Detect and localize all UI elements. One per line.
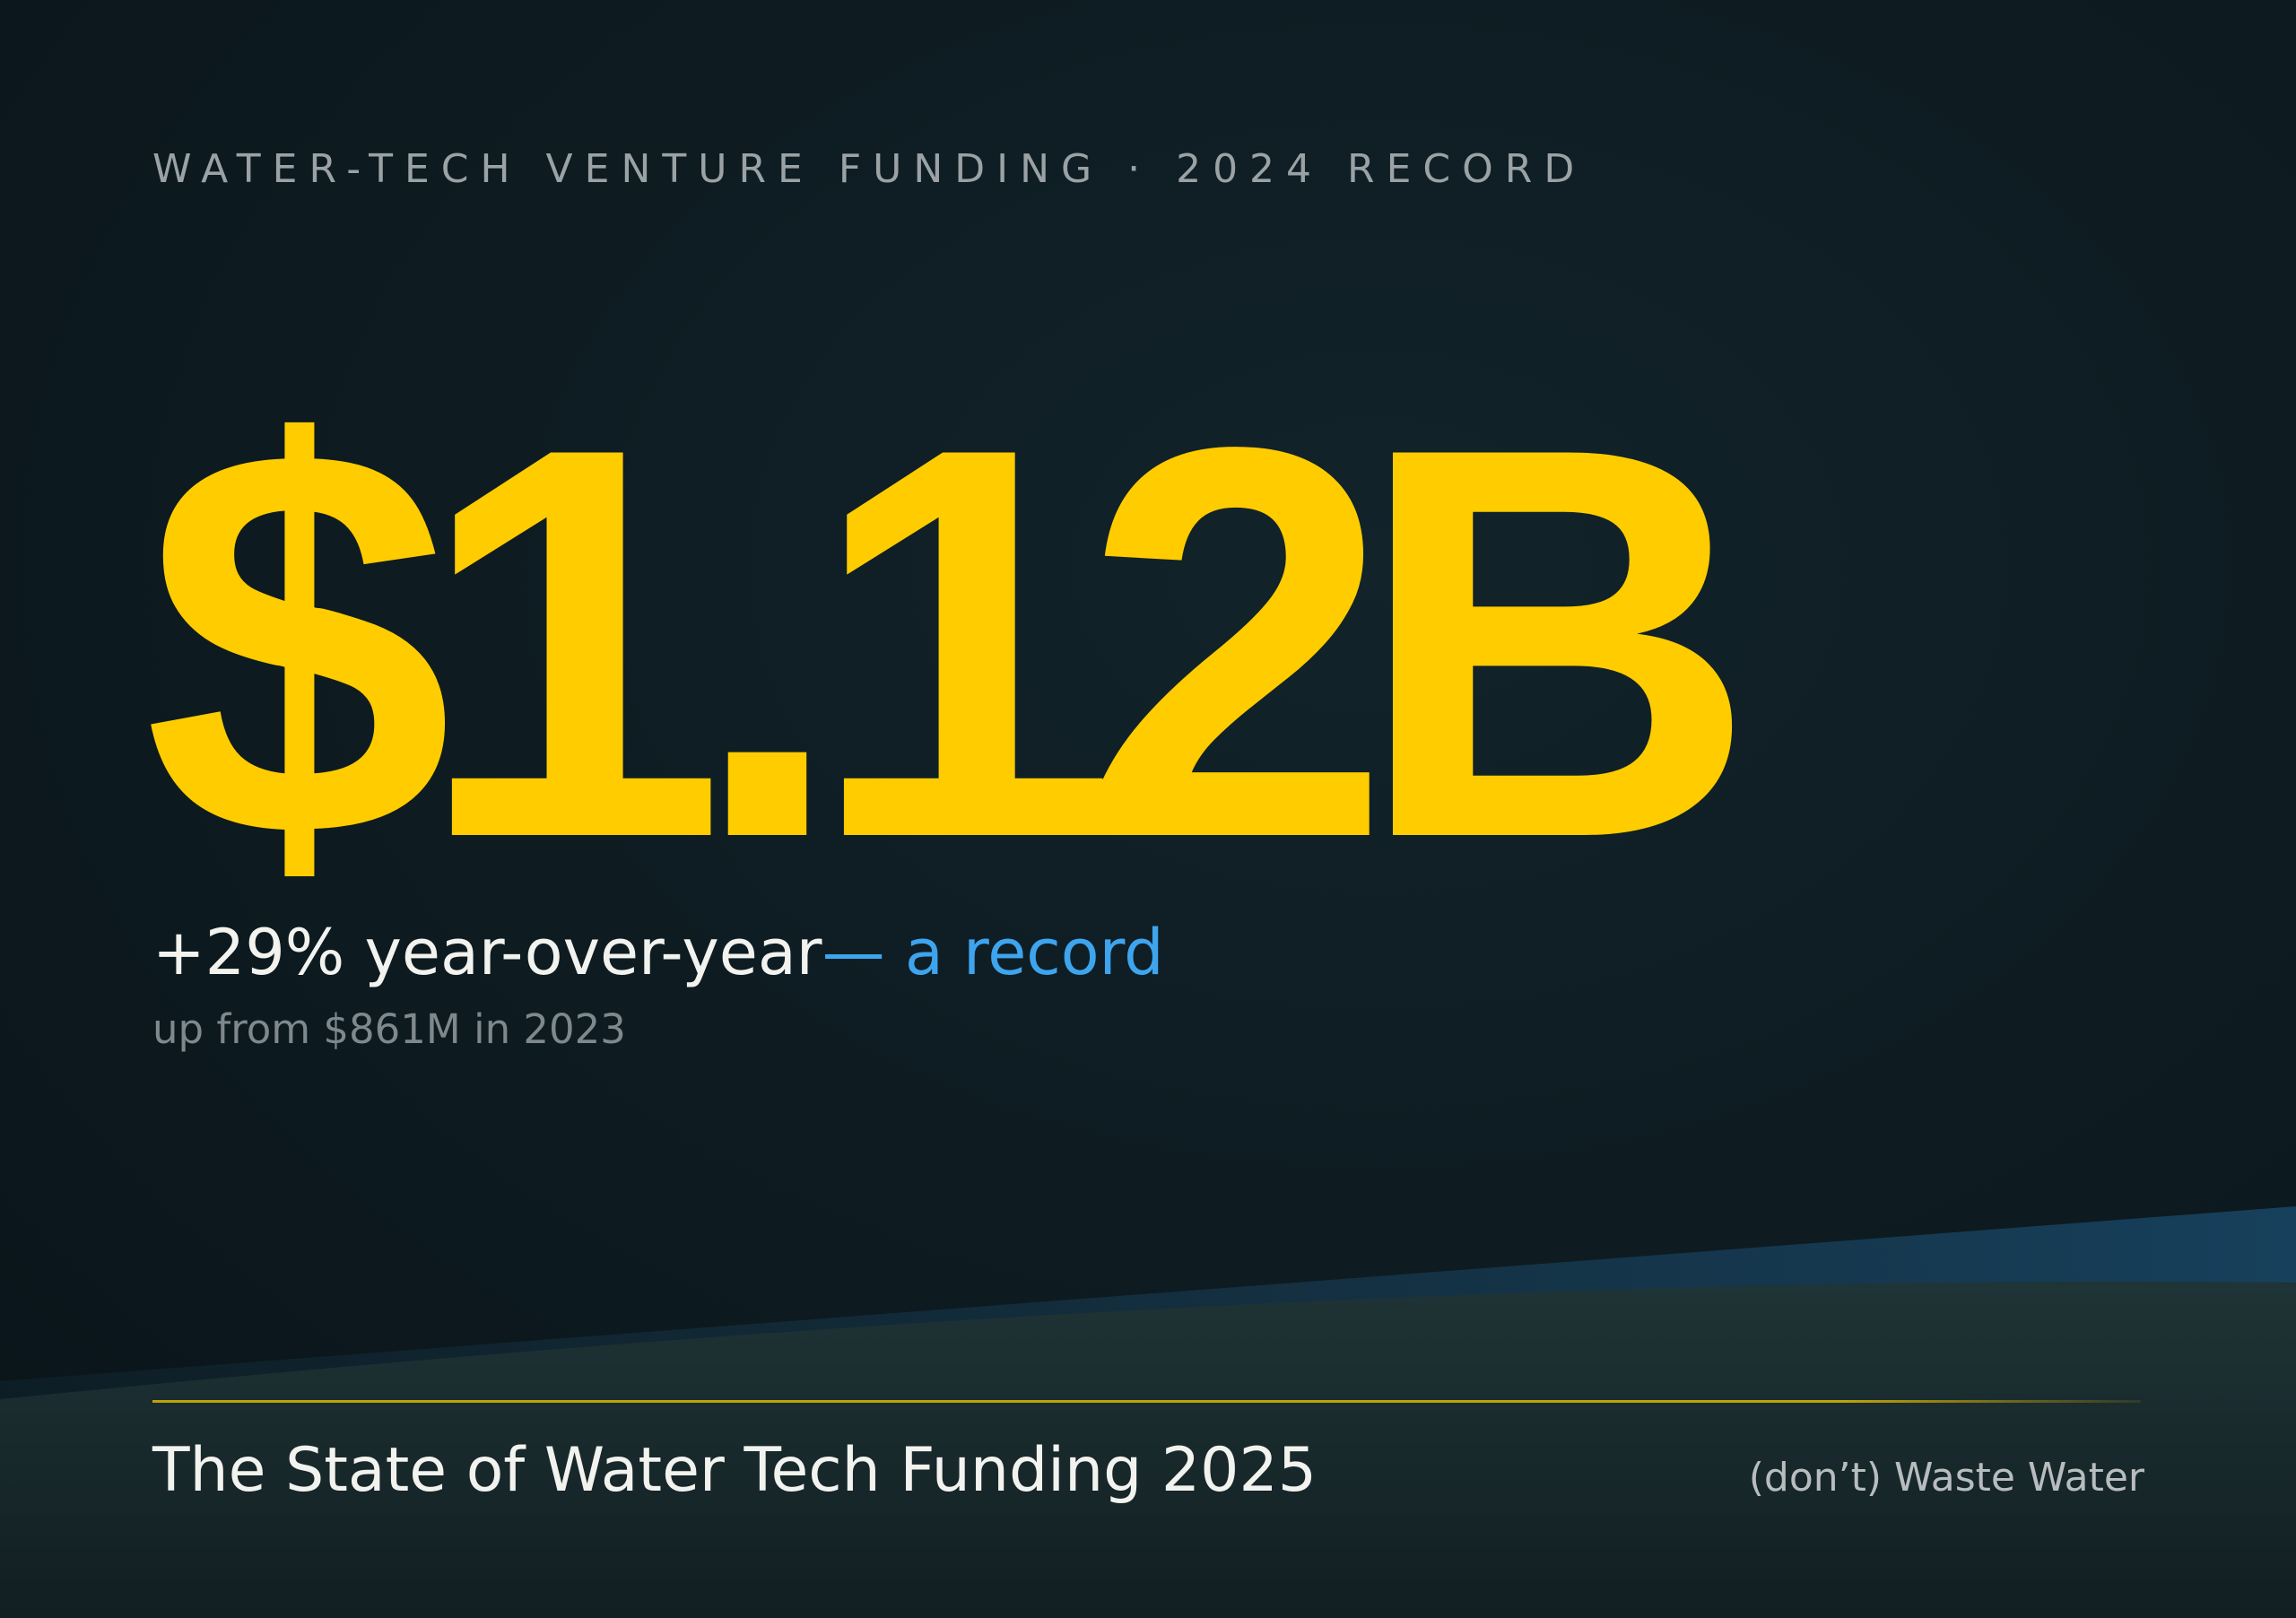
- footer-title: The State of Water Tech Funding 2025: [152, 1435, 1317, 1506]
- headline: $1.12B: [144, 333, 1738, 953]
- subline-accent: — a record: [822, 916, 1164, 989]
- subline: +29% year-over-year— a record: [152, 916, 1164, 989]
- subline-change: +29% year-over-year: [152, 916, 822, 989]
- footer-brand: (don’t) Waste Water: [1749, 1455, 2145, 1501]
- wave-front: [0, 1281, 2296, 1618]
- note: up from $861M in 2023: [152, 1005, 626, 1053]
- eyebrow: WATER-TECH VENTURE FUNDING · 2024 RECORD: [152, 146, 1586, 192]
- gold-rule: [152, 1400, 2141, 1403]
